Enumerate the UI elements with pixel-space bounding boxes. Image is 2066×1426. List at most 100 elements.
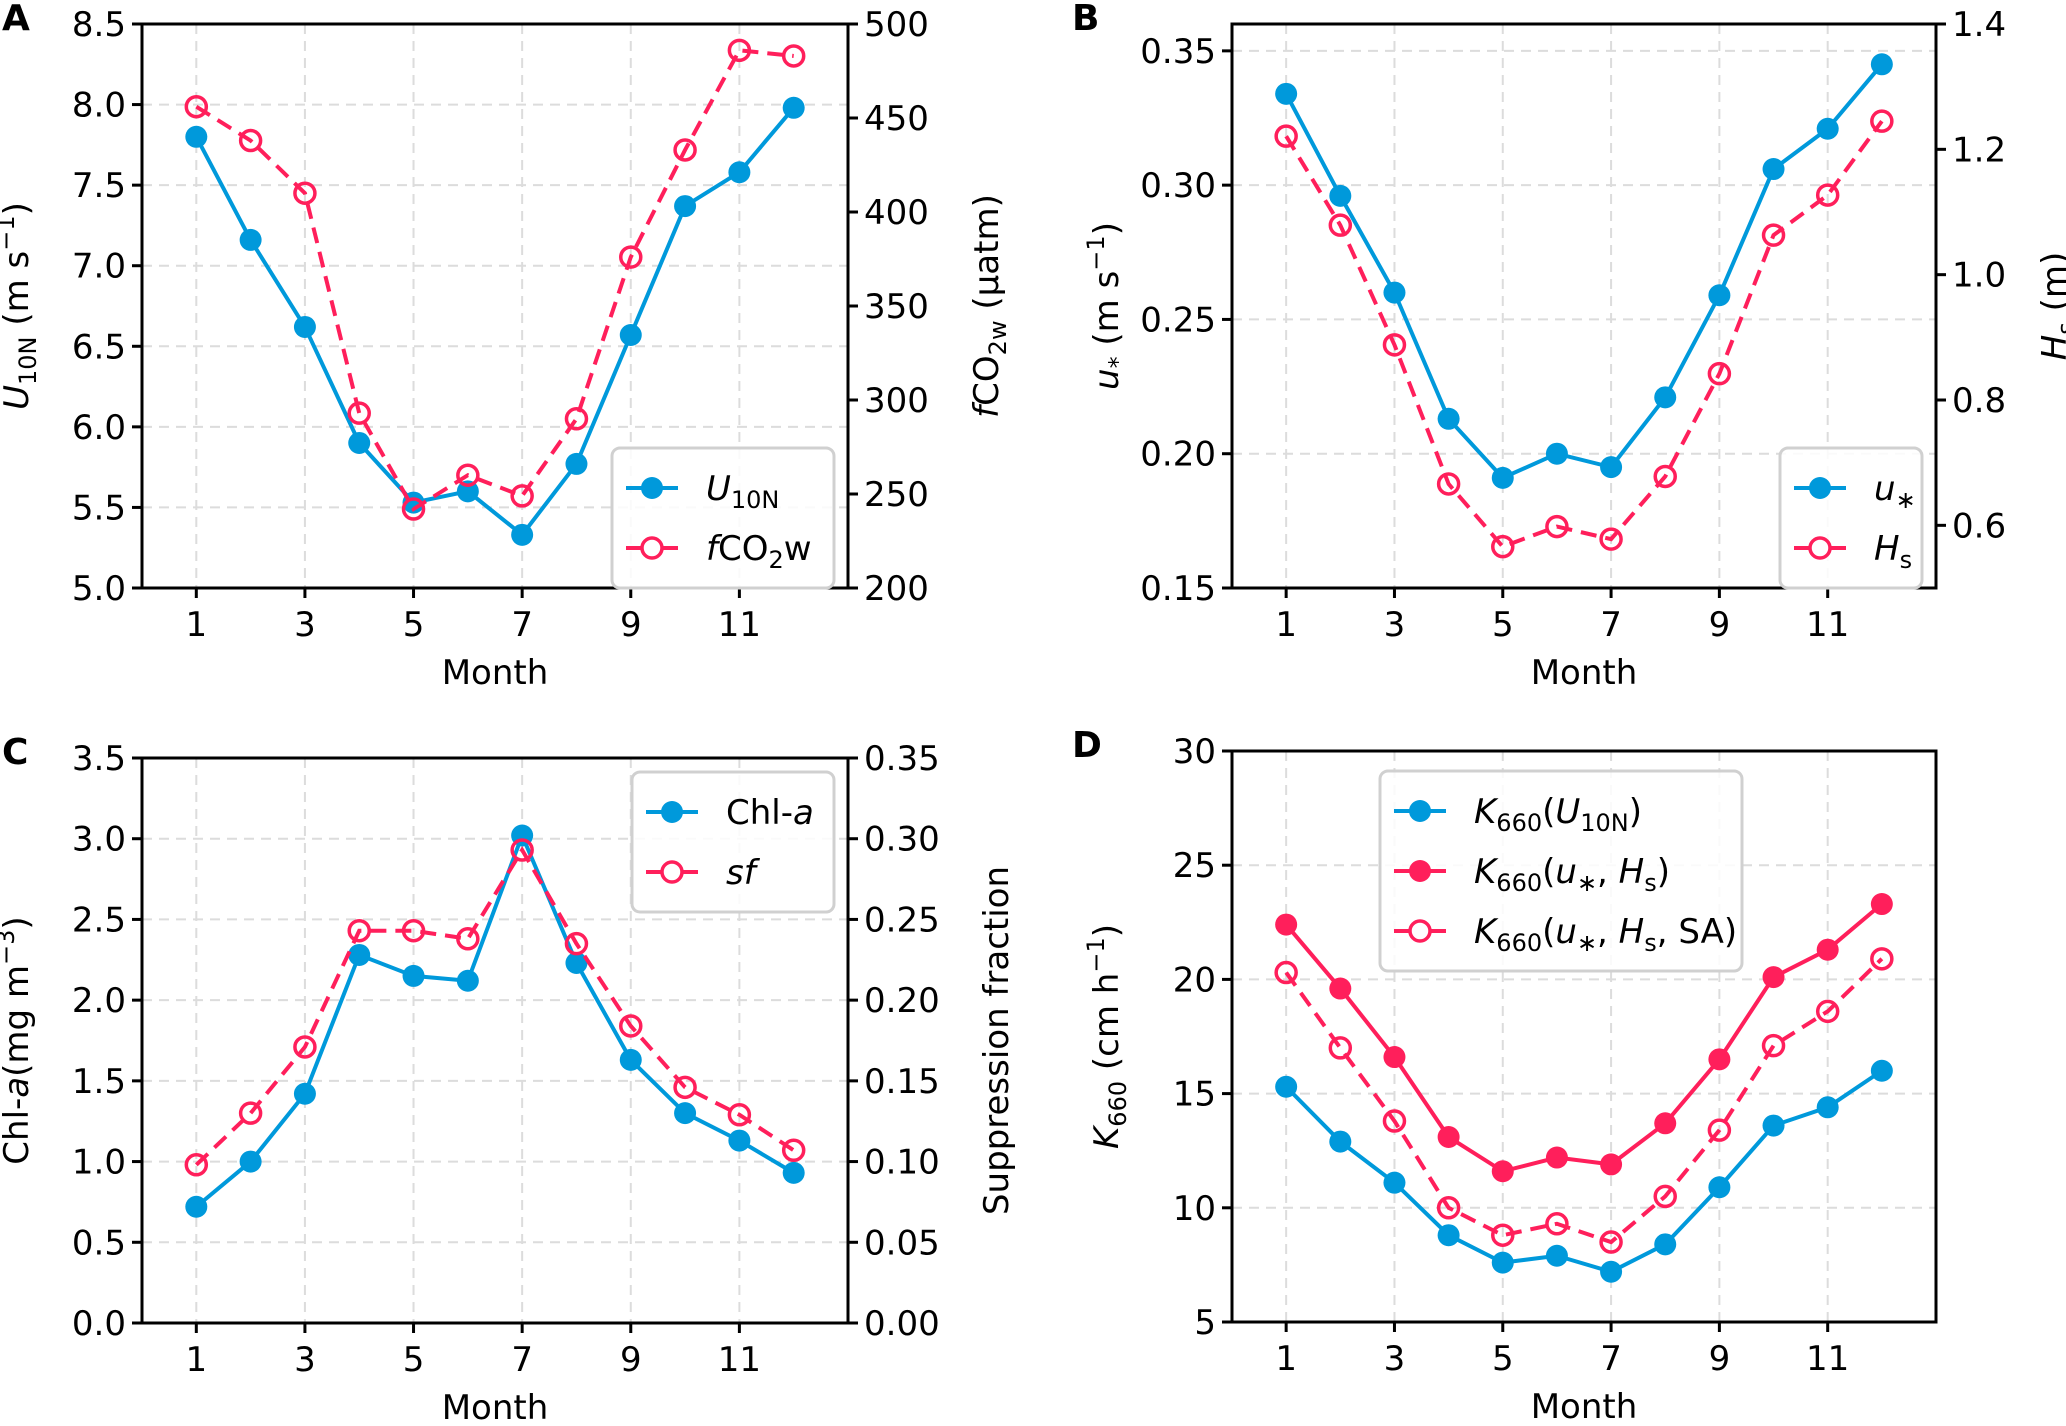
data-point	[1708, 284, 1731, 307]
x-tick-label: 3	[1384, 1339, 1406, 1379]
y-tick-label: 8.5	[72, 5, 126, 45]
legend: Chl-a sf	[630, 770, 836, 914]
data-point	[293, 1035, 317, 1059]
data-point	[1600, 1153, 1623, 1176]
y2-tick-label: 250	[864, 475, 929, 515]
y2-tick-label: 0.8	[1952, 381, 2006, 421]
legend-label: fCO2w	[706, 529, 812, 574]
data-point	[293, 315, 316, 338]
legend-label: K660(u∗, Hs)	[1474, 852, 1670, 897]
y-tick-label: 5	[1194, 1303, 1216, 1343]
x-tick-label: 3	[294, 1340, 316, 1380]
x-tick-label: 9	[1709, 1339, 1731, 1379]
legend-label: Chl-a	[726, 793, 814, 833]
data-point	[456, 463, 480, 487]
data-point	[673, 138, 697, 162]
data-point	[401, 918, 426, 943]
data-point	[185, 125, 208, 148]
x-tick-label: 7	[1600, 605, 1622, 645]
series-line	[195, 48, 794, 512]
data-point	[1491, 1223, 1515, 1247]
panel-b: B 1 3 5 7 9 11 Month 0.15 0.20 0.25 0.30 0.35 u* (m s…	[1072, 0, 2066, 693]
y-axis-label: K660 (cm h−1)	[1082, 924, 1132, 1149]
data-point	[728, 1129, 751, 1152]
data-point	[1383, 1171, 1406, 1194]
y2-tick-label: 0.15	[864, 1062, 940, 1102]
y2-tick-label: 200	[864, 569, 929, 609]
data-point	[510, 838, 534, 862]
data-point	[1816, 117, 1839, 140]
y2-tick-label: 0.00	[864, 1304, 940, 1344]
legend: K660(U10N) K660(u∗, Hs) K660(u∗, Hs, SA)	[1378, 769, 1744, 973]
x-tick-label: 7	[511, 605, 533, 645]
x-tick-label: 1	[185, 1340, 207, 1380]
data-point	[347, 401, 371, 425]
panel-letter: C	[2, 732, 28, 773]
x-tick-label: 9	[1709, 605, 1731, 645]
legend-marker	[1808, 536, 1832, 560]
data-point	[782, 96, 805, 119]
data-point	[565, 452, 588, 475]
data-point	[1437, 407, 1460, 430]
data-point	[1491, 466, 1514, 489]
data-point	[1708, 1048, 1731, 1071]
legend-marker	[1409, 800, 1431, 822]
data-point	[1436, 1196, 1461, 1220]
data-point	[293, 181, 317, 205]
data-point	[619, 245, 643, 269]
data-point	[727, 1103, 752, 1127]
series-line	[1284, 62, 1884, 481]
data-point	[1545, 442, 1568, 465]
legend: u∗ Hs	[1778, 446, 1924, 590]
x-tick-label: 9	[620, 605, 642, 645]
axes-frame	[1230, 749, 1938, 1324]
data-point	[1599, 527, 1623, 551]
panel-a: A 1 3 5 7 9 11 Month 5.0 5.5 6.0 6.5 7.0 7.5 8.0 8.5 U10…	[0, 0, 1012, 693]
y-tick-label: 30	[1173, 732, 1216, 772]
legend-frame	[610, 446, 836, 590]
y-tick-label: 0.35	[1140, 32, 1216, 72]
data-point	[1654, 386, 1677, 409]
y2-tick-label: 0.20	[864, 981, 940, 1021]
y2-tick-label: 0.6	[1952, 506, 2006, 546]
legend-marker	[1408, 919, 1432, 943]
data-point	[1382, 1109, 1407, 1133]
data-point	[348, 431, 371, 454]
data-point	[1816, 938, 1839, 961]
x-tick-label: 11	[718, 605, 761, 645]
data-point	[1329, 977, 1352, 1000]
legend-label: U10N	[706, 469, 779, 514]
y-tick-label: 8.0	[72, 86, 126, 126]
data-point	[293, 1082, 316, 1105]
series-line	[1284, 1069, 1883, 1274]
data-point	[238, 128, 263, 153]
y-tick-label: 2.5	[72, 900, 126, 940]
data-point	[674, 1102, 697, 1125]
x-tick-label: 1	[1275, 1339, 1297, 1379]
x-tick-label: 5	[403, 1340, 425, 1380]
data-point	[1653, 1184, 1677, 1209]
y2-axis-label: Hs (m)	[2035, 252, 2066, 361]
data-point	[1436, 472, 1461, 496]
legend-label: K660(u∗, Hs, SA)	[1474, 912, 1737, 957]
data-point	[1870, 53, 1893, 76]
data-point	[184, 94, 209, 119]
y-tick-label: 25	[1173, 846, 1216, 886]
x-axis-label: Month	[1531, 653, 1638, 693]
data-point	[1600, 1260, 1623, 1283]
y-axis-label: U10N (m s−1)	[0, 202, 42, 410]
x-axis-label: Month	[442, 1388, 549, 1426]
y-tick-label: 0.5	[72, 1223, 126, 1263]
data-point	[1870, 947, 1894, 971]
data-point	[1762, 966, 1785, 989]
data-point	[1654, 1112, 1677, 1135]
data-point	[184, 1153, 209, 1177]
y-tick-label: 10	[1173, 1189, 1216, 1229]
y2-tick-label: 0.05	[864, 1223, 940, 1263]
data-point	[564, 407, 589, 431]
x-tick-label: 3	[294, 605, 316, 645]
y2-tick-label: 0.25	[864, 900, 940, 940]
data-point	[1383, 281, 1406, 304]
y-tick-label: 5.5	[72, 488, 126, 528]
data-point	[1545, 514, 1569, 539]
